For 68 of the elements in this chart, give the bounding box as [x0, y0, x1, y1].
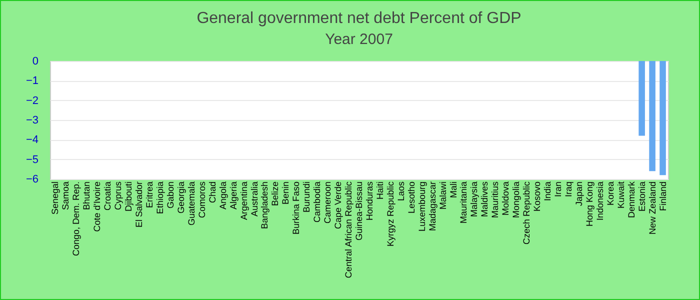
- x-tick-label: India: [542, 182, 553, 202]
- x-tick-label: Guatemala: [186, 182, 196, 226]
- x-tick-label: Djibouti: [124, 182, 134, 212]
- x-tick-label: Malawi: [438, 182, 448, 210]
- x-tick-label: Burundi: [302, 182, 312, 213]
- x-tick-label: Indonesia: [594, 182, 605, 221]
- y-tick-label: −5: [26, 154, 38, 166]
- x-tick-label: Korea: [605, 182, 616, 206]
- x-tick-label: Moldova: [500, 182, 511, 216]
- x-tick-label: Haiti: [374, 182, 385, 200]
- x-tick-label: Estonia: [636, 182, 647, 212]
- x-tick-label: Cambodia: [312, 182, 322, 223]
- x-tick-label: Kosovo: [532, 182, 542, 212]
- x-tick-label: Eritrea: [144, 182, 155, 208]
- x-tick-label: Benin: [280, 182, 291, 205]
- x-tick-label: Mauritius: [490, 181, 500, 218]
- x-tick-label: Hong Kong: [584, 182, 594, 227]
- x-tick-label: Mongolia: [511, 182, 522, 218]
- x-tick-label: Iraq: [563, 182, 574, 198]
- x-tick-label: Burkina Faso: [291, 182, 302, 235]
- x-tick-label: New Zealand: [647, 182, 658, 235]
- x-tick-label: Comoros: [196, 181, 207, 218]
- x-tick-label: Honduras: [364, 181, 374, 221]
- x-tick-label: Denmark: [626, 181, 636, 218]
- x-tick-label: Cyprus: [113, 181, 124, 210]
- chart-title: General government net debt Percent of GDP: [196, 10, 522, 27]
- x-tick-label: Cape Verde: [333, 182, 344, 230]
- y-tick-label: −6: [26, 174, 38, 186]
- x-tick-label: Malaysia: [469, 182, 480, 218]
- x-tick-label: Finland: [658, 182, 668, 212]
- x-tick-label: Cote d'Ivoire: [92, 182, 102, 232]
- x-tick-label: Maldives: [480, 181, 490, 218]
- y-tick-label: −4: [26, 134, 38, 146]
- x-tick-label: Mali: [448, 182, 458, 198]
- x-tick-label: Belize: [270, 182, 280, 206]
- y-tick-label: −2: [26, 94, 38, 107]
- x-tick-label: Congo, Dem. Rep.: [71, 182, 82, 256]
- x-tick-label: Luxembourg: [416, 182, 427, 232]
- y-tick-label: −3: [26, 114, 38, 126]
- x-tick-label: Guinea-Bissau: [354, 182, 364, 241]
- x-tick-label: Georgia: [176, 182, 186, 214]
- x-tick-label: Algeria: [228, 182, 238, 210]
- x-tick-label: Japan: [574, 182, 584, 206]
- x-tick-label: Bangladesh: [260, 182, 270, 230]
- chart-subtitle: Year 2007: [325, 31, 393, 48]
- x-tick-label: Kyrgyz Republic: [385, 181, 396, 247]
- y-tick-label: −1: [26, 75, 38, 88]
- x-tick-label: Angola: [218, 182, 228, 210]
- x-tick-label: Mauritania: [458, 182, 469, 224]
- x-tick-label: Madagascar: [427, 182, 438, 232]
- x-tick-label: Croatia: [102, 182, 113, 211]
- x-tick-label: Bhutan: [82, 182, 92, 210]
- x-tick-label: Kuwait: [616, 181, 626, 209]
- x-tick-label: Iran: [553, 182, 564, 198]
- x-tick-label: Cameroon: [322, 182, 333, 224]
- x-tick-label: Central African Republic: [344, 181, 354, 278]
- x-tick-label: Lesotho: [406, 182, 416, 214]
- x-tick-label: Chad: [207, 182, 218, 204]
- x-tick-label: El Salvador: [134, 182, 144, 228]
- y-tick-label: 0: [32, 56, 38, 68]
- x-tick-label: Gabon: [165, 182, 176, 209]
- x-tick-label: Ethiopia: [154, 182, 165, 214]
- x-tick-label: Czech Republic: [522, 181, 532, 245]
- x-tick-label: Laos: [396, 181, 406, 202]
- x-tick-label: Senegal: [50, 182, 60, 215]
- x-tick-label: Australia: [249, 182, 260, 217]
- x-tick-label: Argentina: [238, 182, 249, 220]
- x-tick-label: Samoa: [60, 182, 71, 210]
